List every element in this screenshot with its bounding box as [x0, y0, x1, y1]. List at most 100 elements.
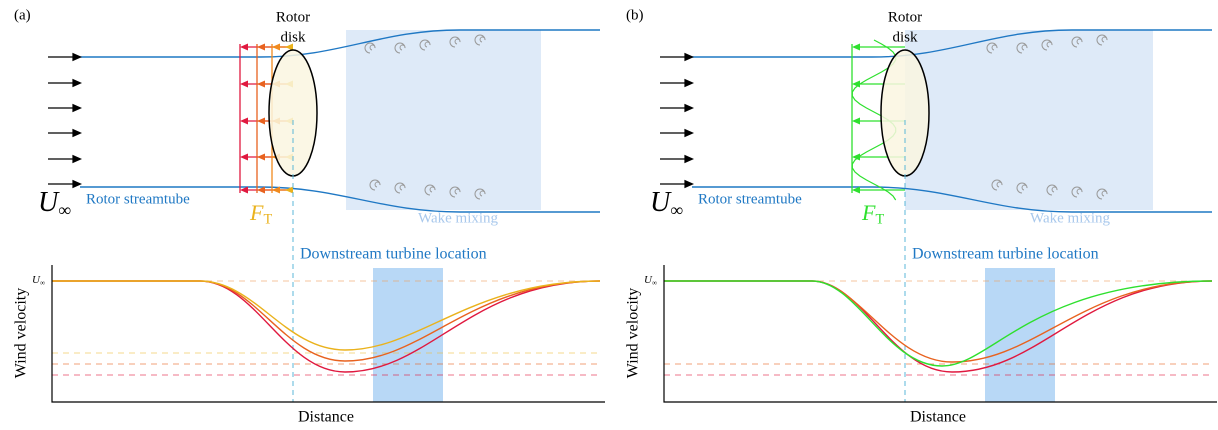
swirl	[991, 179, 1003, 191]
y-tick-label: U∞	[32, 274, 45, 287]
arrow-head	[240, 186, 248, 194]
force-label: FT	[861, 200, 884, 228]
downstream-label: Downstream turbine location	[300, 246, 487, 263]
streamtube-top	[692, 29, 1212, 58]
swirl	[1096, 188, 1108, 200]
arrow-head	[72, 52, 82, 62]
arrow-head	[684, 103, 694, 113]
arrow-head	[852, 186, 860, 194]
inflow-label-sub: ∞	[58, 200, 71, 220]
arrow-head	[257, 186, 265, 194]
arrow-head	[684, 154, 694, 164]
rotor-label: Rotor	[888, 9, 922, 25]
streamtube-top	[80, 29, 600, 58]
wake-label: Wake mixing	[1030, 210, 1111, 226]
arrow-head	[684, 128, 694, 138]
x-axis-label: Distance	[298, 409, 354, 426]
arrow-head	[257, 153, 265, 161]
arrow-head	[852, 153, 860, 161]
axes	[663, 265, 1217, 403]
arrow-head	[240, 80, 248, 88]
swirl	[986, 42, 998, 54]
force-label-sub: T	[875, 212, 884, 228]
swirl	[364, 42, 376, 54]
panel-label: (a)	[14, 7, 31, 23]
arrow-head	[240, 117, 248, 125]
wake-region	[905, 30, 1153, 210]
velocity-curve	[664, 280, 1213, 367]
arrow-head	[257, 43, 265, 51]
arrow-head	[72, 128, 82, 138]
swirl	[474, 188, 486, 200]
arrow-head	[852, 43, 860, 51]
swirl	[1071, 186, 1083, 198]
swirl	[449, 36, 461, 48]
arrow-head	[72, 78, 82, 88]
axes	[51, 265, 605, 403]
downstream-region	[985, 268, 1055, 402]
y-tick-label-sub: ∞	[652, 278, 657, 286]
arrow-head	[240, 153, 248, 161]
swirl	[369, 179, 381, 191]
panel-label: (b)	[626, 7, 644, 23]
swirl	[449, 186, 461, 198]
y-axis-label: Wind velocity	[625, 288, 642, 378]
arrow-head	[72, 154, 82, 164]
arrow-head	[72, 179, 82, 189]
arrow-head	[285, 43, 293, 51]
swirl	[1096, 34, 1108, 46]
x-axis-label: Distance	[910, 409, 966, 426]
swirl	[474, 34, 486, 46]
inflow-label: U∞	[650, 187, 683, 220]
rotor-label: disk	[892, 29, 918, 45]
wake-label: Wake mixing	[418, 210, 499, 226]
arrow-head	[272, 43, 280, 51]
swirl	[1046, 184, 1058, 196]
inflow-label-base: U	[650, 187, 672, 218]
arrow-head	[285, 186, 293, 194]
swirl	[1071, 36, 1083, 48]
arrow-head	[852, 117, 860, 125]
y-tick-label-base: U	[644, 274, 653, 286]
velocity-curve	[52, 280, 601, 373]
arrow-head	[684, 179, 694, 189]
swirl	[1016, 182, 1028, 194]
downstream-label: Downstream turbine location	[912, 246, 1099, 263]
velocity-curve	[664, 280, 1213, 373]
velocity-curve	[52, 280, 601, 362]
arrow-head	[684, 52, 694, 62]
swirl	[394, 42, 406, 54]
streamtube-label: Rotor streamtube	[86, 191, 190, 207]
swirl	[1041, 39, 1053, 51]
arrow-head	[272, 186, 280, 194]
swirl	[419, 39, 431, 51]
swirl	[424, 184, 436, 196]
y-tick-label-base: U	[32, 274, 41, 286]
streamtube-bottom	[692, 186, 1212, 213]
y-tick-label: U∞	[644, 274, 657, 287]
force-label-sub: T	[263, 212, 272, 228]
force-label-base: F	[249, 200, 264, 225]
inflow-label-sub: ∞	[670, 200, 683, 220]
arrow-head	[240, 43, 248, 51]
rotor-label: disk	[280, 29, 306, 45]
arrow-head	[72, 103, 82, 113]
inflow-label: U∞	[38, 187, 71, 220]
rotor-label: Rotor	[276, 9, 310, 25]
swirl	[394, 182, 406, 194]
y-tick-label-sub: ∞	[40, 278, 45, 286]
inflow-label-base: U	[38, 187, 60, 218]
arrow-head	[257, 80, 265, 88]
velocity-curve	[664, 280, 1213, 363]
velocity-curve	[52, 280, 601, 351]
force-label-base: F	[861, 200, 876, 225]
wake-region	[346, 30, 541, 210]
arrow-head	[257, 117, 265, 125]
force-label: FT	[249, 200, 272, 228]
swirl	[1016, 42, 1028, 54]
y-axis-label: Wind velocity	[13, 288, 30, 378]
arrow-head	[684, 78, 694, 88]
